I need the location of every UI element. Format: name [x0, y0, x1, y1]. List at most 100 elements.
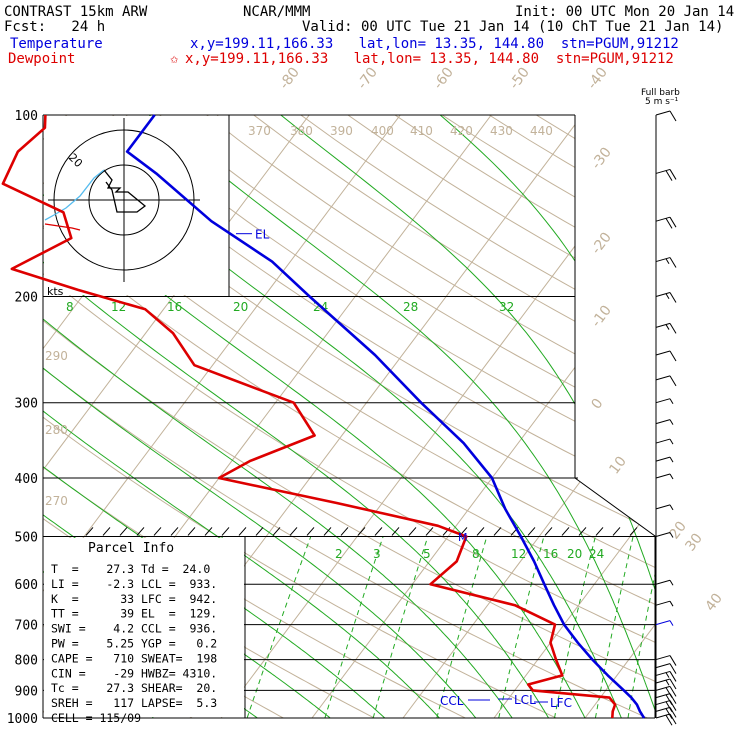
dry-adiabat-line	[43, 115, 648, 718]
pressure-label: 500	[15, 530, 38, 545]
barb-half-flag	[669, 419, 674, 425]
pressure-label: 800	[15, 654, 38, 669]
dry-adiabat-line	[253, 115, 655, 718]
hatch-mark	[306, 527, 315, 536]
parcel-box-background	[44, 538, 244, 717]
parcel-title: Parcel Info	[88, 541, 174, 556]
wind-barb	[655, 398, 674, 404]
barb-shaft	[655, 663, 671, 669]
barb-half-flag	[669, 532, 674, 538]
hatch-mark	[391, 527, 400, 536]
isotherm-label: -10	[588, 303, 615, 331]
barb-shaft	[655, 531, 671, 537]
legend-temperature-label: Temperature	[10, 36, 103, 52]
hatch-mark	[425, 527, 434, 536]
theta-label: 380	[290, 124, 313, 138]
legend-dewpoint-label: Dewpoint	[8, 51, 75, 67]
barb-half-flag	[669, 600, 674, 607]
barb-half-flag	[669, 456, 674, 463]
barb-shaft	[655, 473, 671, 479]
barb-shaft	[655, 670, 671, 676]
theta-label: 400	[371, 124, 394, 138]
barb-shaft	[655, 713, 671, 719]
dry-adiabat-line	[64, 115, 655, 718]
hatch-mark	[238, 527, 247, 536]
parcel-row: TT = 39 EL = 129.	[51, 607, 217, 621]
legend-dewpoint-info: x,y=199.11,166.33 lat,lon= 13.35, 144.80…	[185, 51, 674, 67]
lfc-label: LFC	[550, 696, 572, 710]
theta-label: 420	[450, 124, 473, 138]
mixing-ratio-line	[498, 536, 545, 718]
hatch-mark	[187, 527, 196, 536]
parcel-row: CAPE = 710 SWEAT= 198	[51, 651, 217, 665]
wind-barb	[655, 706, 677, 719]
theta-label: 280	[45, 423, 68, 437]
hatch-mark	[476, 527, 485, 536]
lcl-label: LCL	[514, 693, 536, 707]
header-forecast: Fcst: 24 h	[4, 19, 105, 35]
wind-barb	[655, 504, 674, 511]
mixing-ratio-line	[553, 536, 596, 718]
dry-adiabat-line	[112, 115, 655, 718]
hatch-mark	[578, 527, 587, 536]
moist-adiabat-line	[43, 115, 550, 718]
hatch-mark	[102, 527, 111, 536]
m-label: M	[458, 531, 468, 544]
barb-full-flag	[665, 687, 673, 698]
hatch-mark	[204, 527, 213, 536]
hatch-mark	[357, 527, 366, 536]
isotherm-label: -50	[506, 65, 533, 93]
ccl-label: CCL	[440, 694, 464, 708]
barb-half-flag	[669, 620, 674, 626]
theta-label: 390	[330, 124, 353, 138]
wind-barb	[655, 438, 674, 445]
mixing-ratio-label: 28	[403, 300, 418, 314]
isotherm-line	[493, 115, 655, 718]
barb-full-flag	[669, 713, 677, 725]
header-valid: Valid: 00 UTC Tue 21 Jan 14 (10 ChT Tue …	[302, 19, 723, 35]
barb-shaft	[655, 168, 671, 174]
isotherm-label: 10	[606, 454, 630, 478]
theta-label: 440	[530, 124, 553, 138]
parcel-row: LI = -2.3 LCL = 933.	[51, 577, 217, 591]
moist-adiabat-line	[280, 115, 655, 718]
mixing-ratio-label: 16	[167, 300, 182, 314]
parcel-row: CELL = 115/09	[51, 711, 141, 725]
barb-full-flag	[669, 110, 677, 122]
isotherm-label: -40	[584, 65, 611, 93]
barb-full-flag	[669, 686, 677, 697]
barb-shaft	[655, 700, 671, 706]
pressure-label: 400	[15, 472, 38, 487]
barb-half-flag	[669, 438, 674, 445]
hatch-mark	[119, 527, 128, 536]
isotherm-label: -60	[430, 65, 457, 93]
hatch-mark	[595, 527, 604, 536]
wind-barb	[655, 693, 677, 706]
barb-shaft	[655, 292, 671, 298]
mixing-ratio-line	[654, 536, 655, 718]
barb-full-flag	[669, 216, 677, 228]
mixing-ratio-line	[594, 536, 634, 718]
freezing-level-hatch	[85, 527, 638, 536]
barb-full-flag	[665, 714, 673, 726]
wind-barb	[655, 655, 677, 666]
wind-barb	[655, 473, 674, 480]
pressure-label: 300	[15, 397, 38, 412]
temperature-profile	[125, 114, 646, 719]
isotherm-label: 30	[682, 531, 706, 555]
hatch-mark	[170, 527, 179, 536]
barb-shaft	[655, 419, 671, 425]
dry-adiabat-line	[159, 115, 655, 718]
barb-half-flag	[665, 679, 670, 686]
hodograph-background	[44, 116, 229, 295]
hodograph-trace-high	[44, 223, 81, 231]
hatch-mark	[527, 527, 536, 536]
isotherm-label: 40	[702, 591, 726, 615]
wind-barb	[655, 531, 674, 538]
barb-shaft	[655, 620, 671, 626]
mixing-ratio-lines	[152, 536, 655, 718]
mixing-ratio-label: 32	[499, 300, 514, 314]
mixing-ratio-label: 20	[233, 300, 248, 314]
dry-adiabat-line	[583, 115, 655, 718]
barb-shaft	[655, 706, 671, 712]
